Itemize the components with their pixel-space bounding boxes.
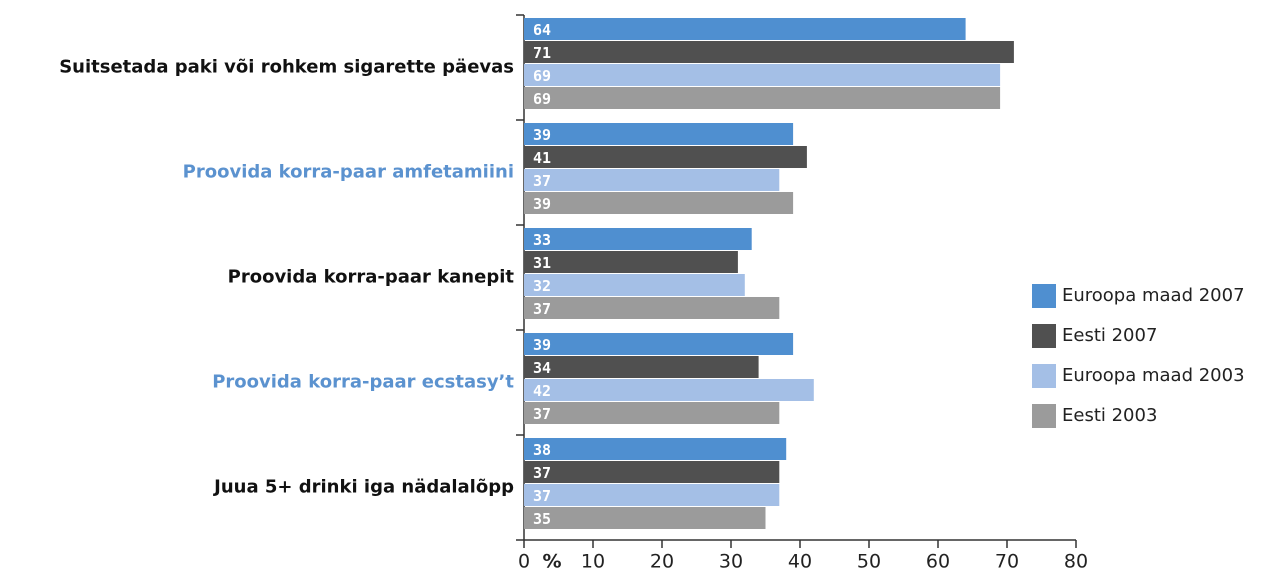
category-label: Juua 5+ drinki iga nädalalõpp	[212, 477, 514, 498]
category-label: Proovida korra-paar amfetamiini	[183, 162, 514, 183]
legend-swatch	[1032, 404, 1056, 428]
bar	[524, 228, 752, 250]
bar	[524, 18, 966, 40]
category-label: Proovida korra-paar ecstasy’t	[212, 372, 514, 393]
value-label: 42	[533, 382, 551, 400]
legend-swatch	[1032, 364, 1056, 388]
x-tick-label: 40	[788, 551, 812, 573]
value-label: 32	[533, 277, 551, 295]
value-label: 37	[533, 464, 551, 482]
bar	[524, 507, 766, 529]
x-tick-label: 10	[581, 551, 605, 573]
bar	[524, 64, 1001, 86]
value-label: 69	[533, 67, 551, 85]
bar	[524, 333, 794, 355]
legend-swatch	[1032, 324, 1056, 348]
value-label: 39	[533, 336, 551, 354]
value-label: 33	[533, 231, 551, 249]
value-label: 64	[533, 21, 551, 39]
legend-label: Euroopa maad 2003	[1062, 365, 1245, 386]
value-label: 37	[533, 172, 551, 190]
bar	[524, 402, 780, 424]
bar	[524, 461, 780, 483]
bar	[524, 297, 780, 319]
value-label: 35	[533, 510, 551, 528]
value-label: 34	[533, 359, 551, 377]
x-tick-label: 50	[857, 551, 881, 573]
bar	[524, 484, 780, 506]
bar	[524, 356, 759, 378]
bar	[524, 379, 814, 401]
legend-swatch	[1032, 284, 1056, 308]
value-label: 37	[533, 300, 551, 318]
bar	[524, 87, 1001, 109]
value-label: 39	[533, 126, 551, 144]
value-label: 37	[533, 487, 551, 505]
bar	[524, 251, 738, 273]
bar	[524, 41, 1014, 63]
x-tick-label: 60	[926, 551, 950, 573]
category-label: Proovida korra-paar kanepit	[228, 267, 515, 288]
legend-label: Eesti 2007	[1062, 325, 1157, 346]
value-label: 31	[533, 254, 551, 272]
x-tick-label: 20	[650, 551, 674, 573]
value-label: 71	[533, 44, 551, 62]
x-axis-label: %	[542, 551, 561, 573]
value-label: 69	[533, 90, 551, 108]
x-tick-label: 0	[518, 551, 530, 573]
legend-label: Eesti 2003	[1062, 405, 1157, 426]
value-label: 37	[533, 405, 551, 423]
x-tick-label: 70	[995, 551, 1019, 573]
category-label: Suitsetada paki või rohkem sigarette päe…	[59, 57, 514, 78]
x-tick-label: 30	[719, 551, 743, 573]
value-label: 39	[533, 195, 551, 213]
x-tick-label: 80	[1064, 551, 1088, 573]
bar	[524, 169, 780, 191]
bar	[524, 123, 794, 145]
bar	[524, 274, 745, 296]
value-label: 38	[533, 441, 551, 459]
bar	[524, 192, 794, 214]
value-label: 41	[533, 149, 551, 167]
bar	[524, 438, 787, 460]
bar	[524, 146, 807, 168]
legend-label: Euroopa maad 2007	[1062, 285, 1245, 306]
